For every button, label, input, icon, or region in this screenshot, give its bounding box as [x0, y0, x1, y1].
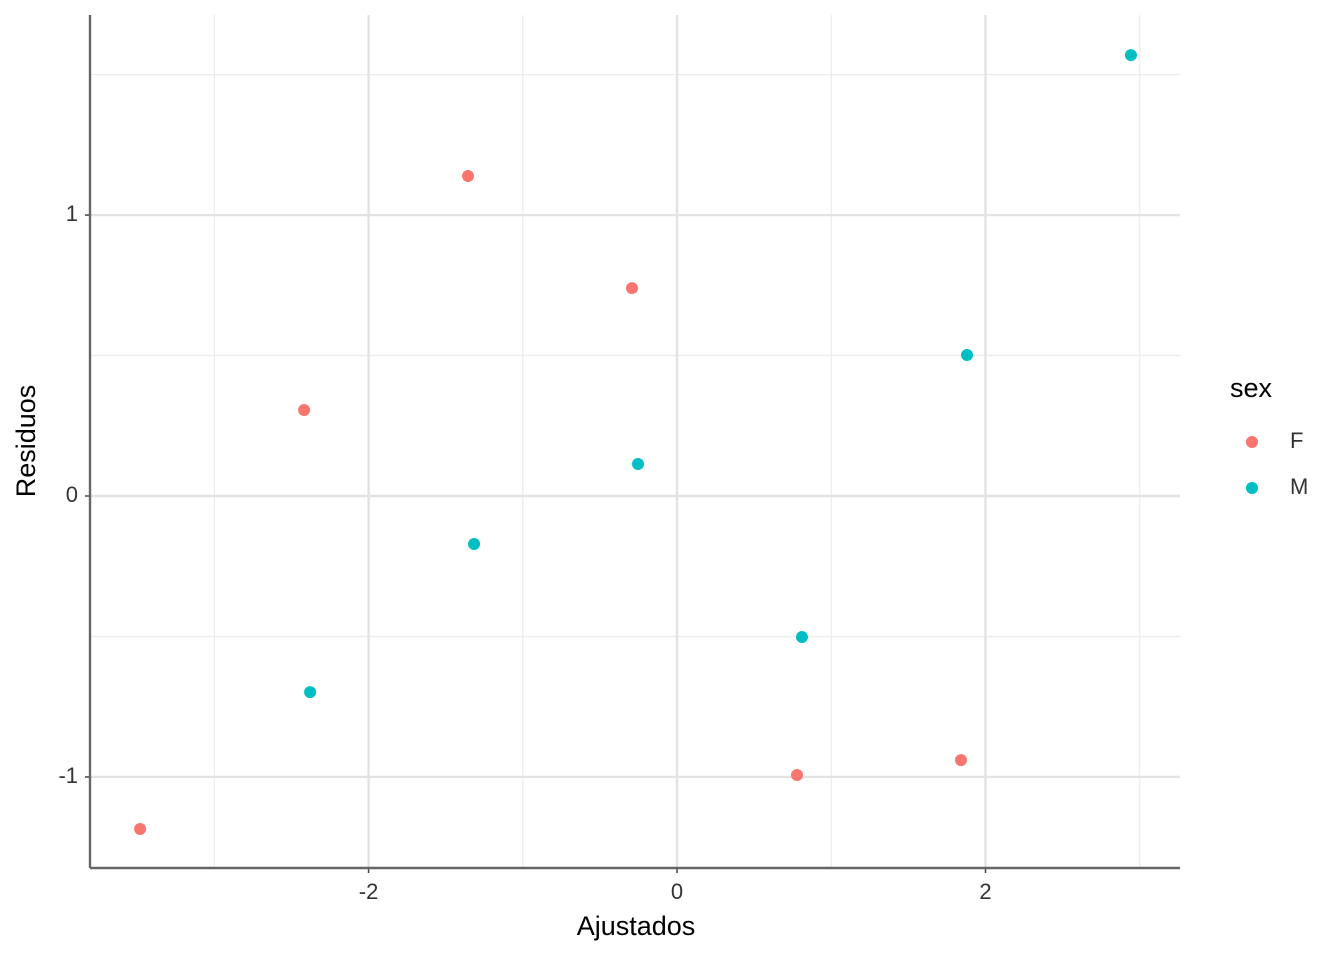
x-axis-title: Ajustados [577, 911, 696, 941]
y-tick-label: 1 [66, 201, 78, 226]
point [304, 686, 317, 699]
point [134, 822, 147, 835]
legend-title: sex [1230, 373, 1273, 403]
x-tick-label: 0 [671, 879, 683, 904]
y-tick-label: 0 [66, 482, 78, 507]
point [954, 754, 967, 767]
point [468, 538, 481, 551]
legend-marker [1246, 436, 1258, 448]
x-tick-label: 2 [979, 879, 991, 904]
point [462, 169, 475, 182]
point [298, 404, 311, 417]
point [625, 282, 638, 295]
point [1124, 49, 1137, 62]
y-tick-label: -1 [58, 763, 78, 788]
point [632, 457, 645, 470]
legend-label: M [1290, 474, 1308, 499]
legend-label: F [1290, 428, 1303, 453]
point [960, 348, 973, 361]
y-axis-title: Residuos [11, 385, 41, 498]
legend-marker [1246, 482, 1258, 494]
point [795, 631, 808, 644]
point [791, 769, 804, 782]
x-tick-label: -2 [359, 879, 379, 904]
